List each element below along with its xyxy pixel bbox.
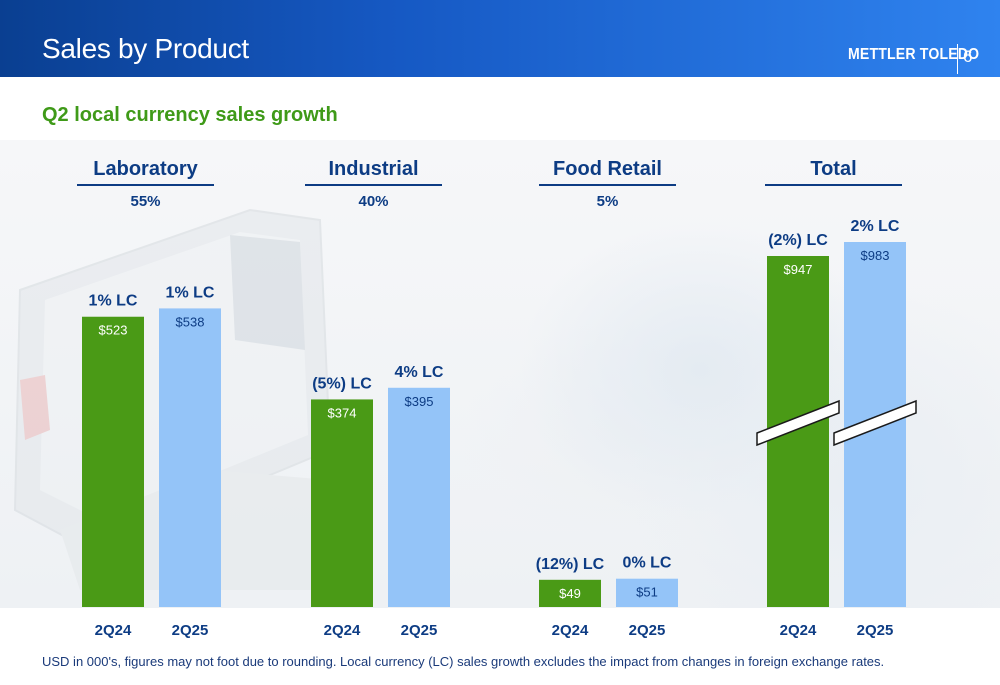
bar-value-label: $538 [176, 314, 205, 329]
category-header-total: Total [765, 156, 902, 193]
period-tick-label: 2Q25 [629, 622, 666, 639]
bar-2q25 [616, 578, 678, 607]
growth-label: (2%) LC [768, 232, 828, 249]
growth-label: 0% LC [623, 555, 672, 572]
bar-2q24 [311, 399, 373, 607]
period-tick-label: 2Q24 [324, 622, 361, 639]
growth-label: 1% LC [166, 284, 215, 301]
bar-value-label: $374 [328, 405, 357, 420]
category-name: Industrial [328, 158, 419, 180]
slide-subtitle: Q2 local currency sales growth [42, 104, 338, 126]
page-number: 6 [963, 47, 973, 66]
category-share: 40% [358, 193, 389, 210]
period-tick-label: 2Q24 [780, 622, 817, 639]
period-tick-label: 2Q24 [552, 622, 589, 639]
bar-2q25 [159, 308, 221, 607]
category-name: Laboratory [93, 158, 198, 180]
axis-break-mark [756, 399, 840, 447]
category-header-food-retail: Food Retail 5% [539, 156, 676, 210]
axis-break-mark [833, 399, 917, 447]
bar-value-label: $49 [559, 586, 581, 601]
period-tick-label: 2Q24 [95, 622, 132, 639]
category-share: 55% [130, 193, 161, 210]
bar-value-label: $947 [784, 262, 813, 277]
logo-divider [957, 44, 958, 74]
slide-title: Sales by Product [42, 33, 249, 64]
growth-label: 1% LC [89, 293, 138, 310]
category-underline [305, 184, 442, 186]
bar-2q24 [82, 316, 144, 607]
category-underline [765, 184, 902, 186]
title-bar: Sales by Product METTLER TOLEDO 6 [0, 0, 1000, 77]
company-logo: METTLER TOLEDO [848, 46, 980, 63]
bar-value-label: $523 [99, 323, 128, 338]
bar-2q25 [388, 387, 450, 607]
footnote: USD in 000's, figures may not foot due t… [42, 654, 885, 669]
period-tick-label: 2Q25 [857, 622, 894, 639]
bar-value-label: $51 [636, 585, 658, 600]
category-underline [539, 184, 676, 186]
category-underline [77, 184, 214, 186]
period-tick-label: 2Q25 [172, 622, 209, 639]
growth-label: 4% LC [395, 364, 444, 381]
growth-label: 2% LC [851, 218, 900, 235]
bar-2q24 [539, 579, 601, 607]
category-name: Total [810, 158, 857, 180]
category-name: Food Retail [553, 158, 662, 180]
category-share: 5% [596, 193, 619, 210]
growth-label: (5%) LC [312, 375, 372, 392]
bar-value-label: $983 [861, 248, 890, 263]
period-tick-label: 2Q25 [401, 622, 438, 639]
category-header-laboratory: Laboratory 55% [77, 156, 214, 210]
category-header-industrial: Industrial 40% [305, 156, 442, 210]
bar-value-label: $395 [405, 394, 434, 409]
growth-label: (12%) LC [536, 556, 605, 573]
